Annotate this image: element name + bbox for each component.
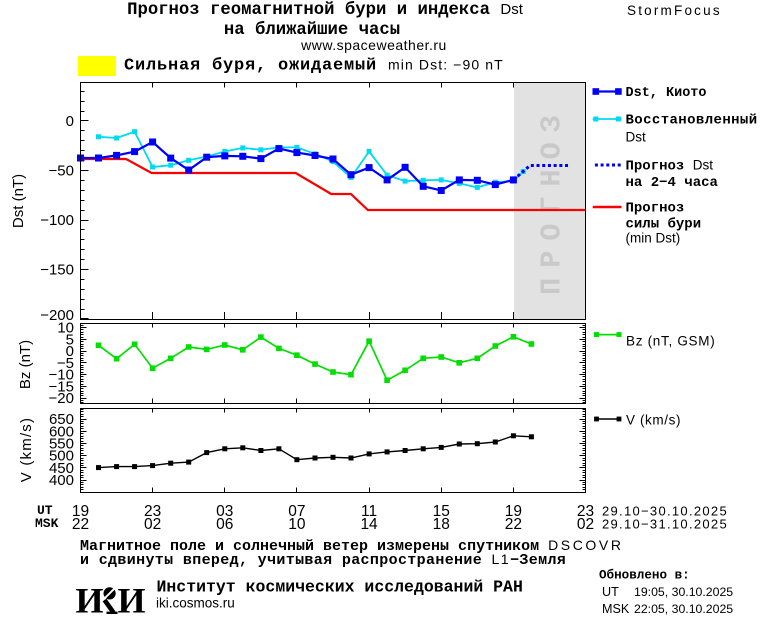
svg-text:И: И [76,581,104,621]
svg-text:−20: −20 [49,390,74,407]
svg-text:И: И [118,581,146,621]
svg-text:5: 5 [66,331,74,348]
svg-text:550: 550 [49,436,74,453]
svg-text:10: 10 [57,320,74,337]
svg-text:Институт космических исследова: Институт космических исследований РАН [157,578,523,597]
svg-text:MSK: MSK [35,516,59,531]
svg-text:07: 07 [288,503,305,520]
svg-text:11: 11 [361,503,377,520]
svg-text:V (km/s): V (km/s) [626,413,681,428]
svg-text:и сдвинуты вперед, учитывая ра: и сдвинуты вперед, учитывая распростране… [80,551,566,569]
svg-text:Сильная буря, ожидаемый min Ds: Сильная буря, ожидаемый min Dst: −90 nT [124,57,504,76]
svg-text:силы бури: силы бури [626,217,702,233]
svg-text:−50: −50 [49,163,74,180]
svg-text:19: 19 [505,503,522,520]
svg-text:V (km/s): V (km/s) [18,417,35,482]
svg-text:29.10−30.10.2025: 29.10−30.10.2025 [602,504,728,519]
svg-text:06: 06 [216,516,233,533]
svg-text:0: 0 [66,113,74,130]
svg-text:22:05, 30.10.2025: 22:05, 30.10.2025 [634,602,733,616]
svg-text:на 2−4 часа: на 2−4 часа [626,175,719,191]
svg-text:19: 19 [72,503,89,520]
svg-text:−150: −150 [40,262,74,279]
svg-text:Магнитное поле и солнечный вет: Магнитное поле и солнечный ветер измерен… [80,537,624,555]
svg-text:−100: −100 [40,212,74,229]
svg-text:Прогноз: Прогноз [626,201,685,217]
svg-text:450: 450 [49,460,74,477]
svg-text:29.10−31.10.2025: 29.10−31.10.2025 [602,517,728,532]
svg-text:ПРОГНОЗ: ПРОГНОЗ [536,105,569,295]
svg-text:18: 18 [433,516,450,533]
svg-text:Прогноз Dst: Прогноз Dst [626,158,714,175]
svg-text:−10: −10 [49,367,74,384]
svg-text:02: 02 [144,516,161,533]
svg-text:500: 500 [49,448,74,465]
svg-text:650: 650 [49,411,74,428]
svg-text:10: 10 [288,516,306,533]
svg-text:Обновлено в:: Обновлено в: [599,568,690,583]
svg-text:400: 400 [49,472,74,489]
svg-text:Dst: Dst [626,130,646,145]
svg-text:−200: −200 [40,307,74,324]
svg-text:на ближайшие часы: на ближайшие часы [224,21,400,40]
svg-text:Dst (nT): Dst (nT) [10,174,27,228]
svg-text:23: 23 [144,503,161,520]
svg-text:0: 0 [66,343,74,360]
svg-text:14: 14 [360,516,378,533]
svg-text:03: 03 [216,503,233,520]
svg-text:UT: UT [37,503,53,518]
svg-text:www.spaceweather.ru: www.spaceweather.ru [300,37,447,53]
svg-text:22: 22 [505,516,522,533]
svg-text:−5: −5 [57,355,74,372]
svg-text:19:05, 30.10.2025: 19:05, 30.10.2025 [634,585,733,599]
svg-text:23: 23 [577,503,594,520]
svg-text:22: 22 [72,516,89,533]
svg-text:MSK: MSK [602,602,630,616]
svg-text:StormFocus: StormFocus [627,3,722,18]
svg-text:02: 02 [577,516,594,533]
svg-text:15: 15 [433,503,450,520]
svg-text:UT: UT [602,585,619,599]
svg-text:−15: −15 [49,378,74,395]
svg-text:Bz (nT, GSM): Bz (nT, GSM) [626,334,715,349]
svg-text:Прогноз геомагнитной бури и ин: Прогноз геомагнитной бури и индекса Dst [127,1,524,20]
svg-text:iki.cosmos.ru: iki.cosmos.ru [156,596,235,611]
svg-text:Dst, Киото: Dst, Киото [626,86,707,101]
svg-text:600: 600 [49,423,74,440]
svg-text:Восстановленный: Восстановленный [626,113,758,129]
svg-text:(min Dst): (min Dst) [626,231,681,246]
svg-text:Bz (nT): Bz (nT) [17,340,34,389]
